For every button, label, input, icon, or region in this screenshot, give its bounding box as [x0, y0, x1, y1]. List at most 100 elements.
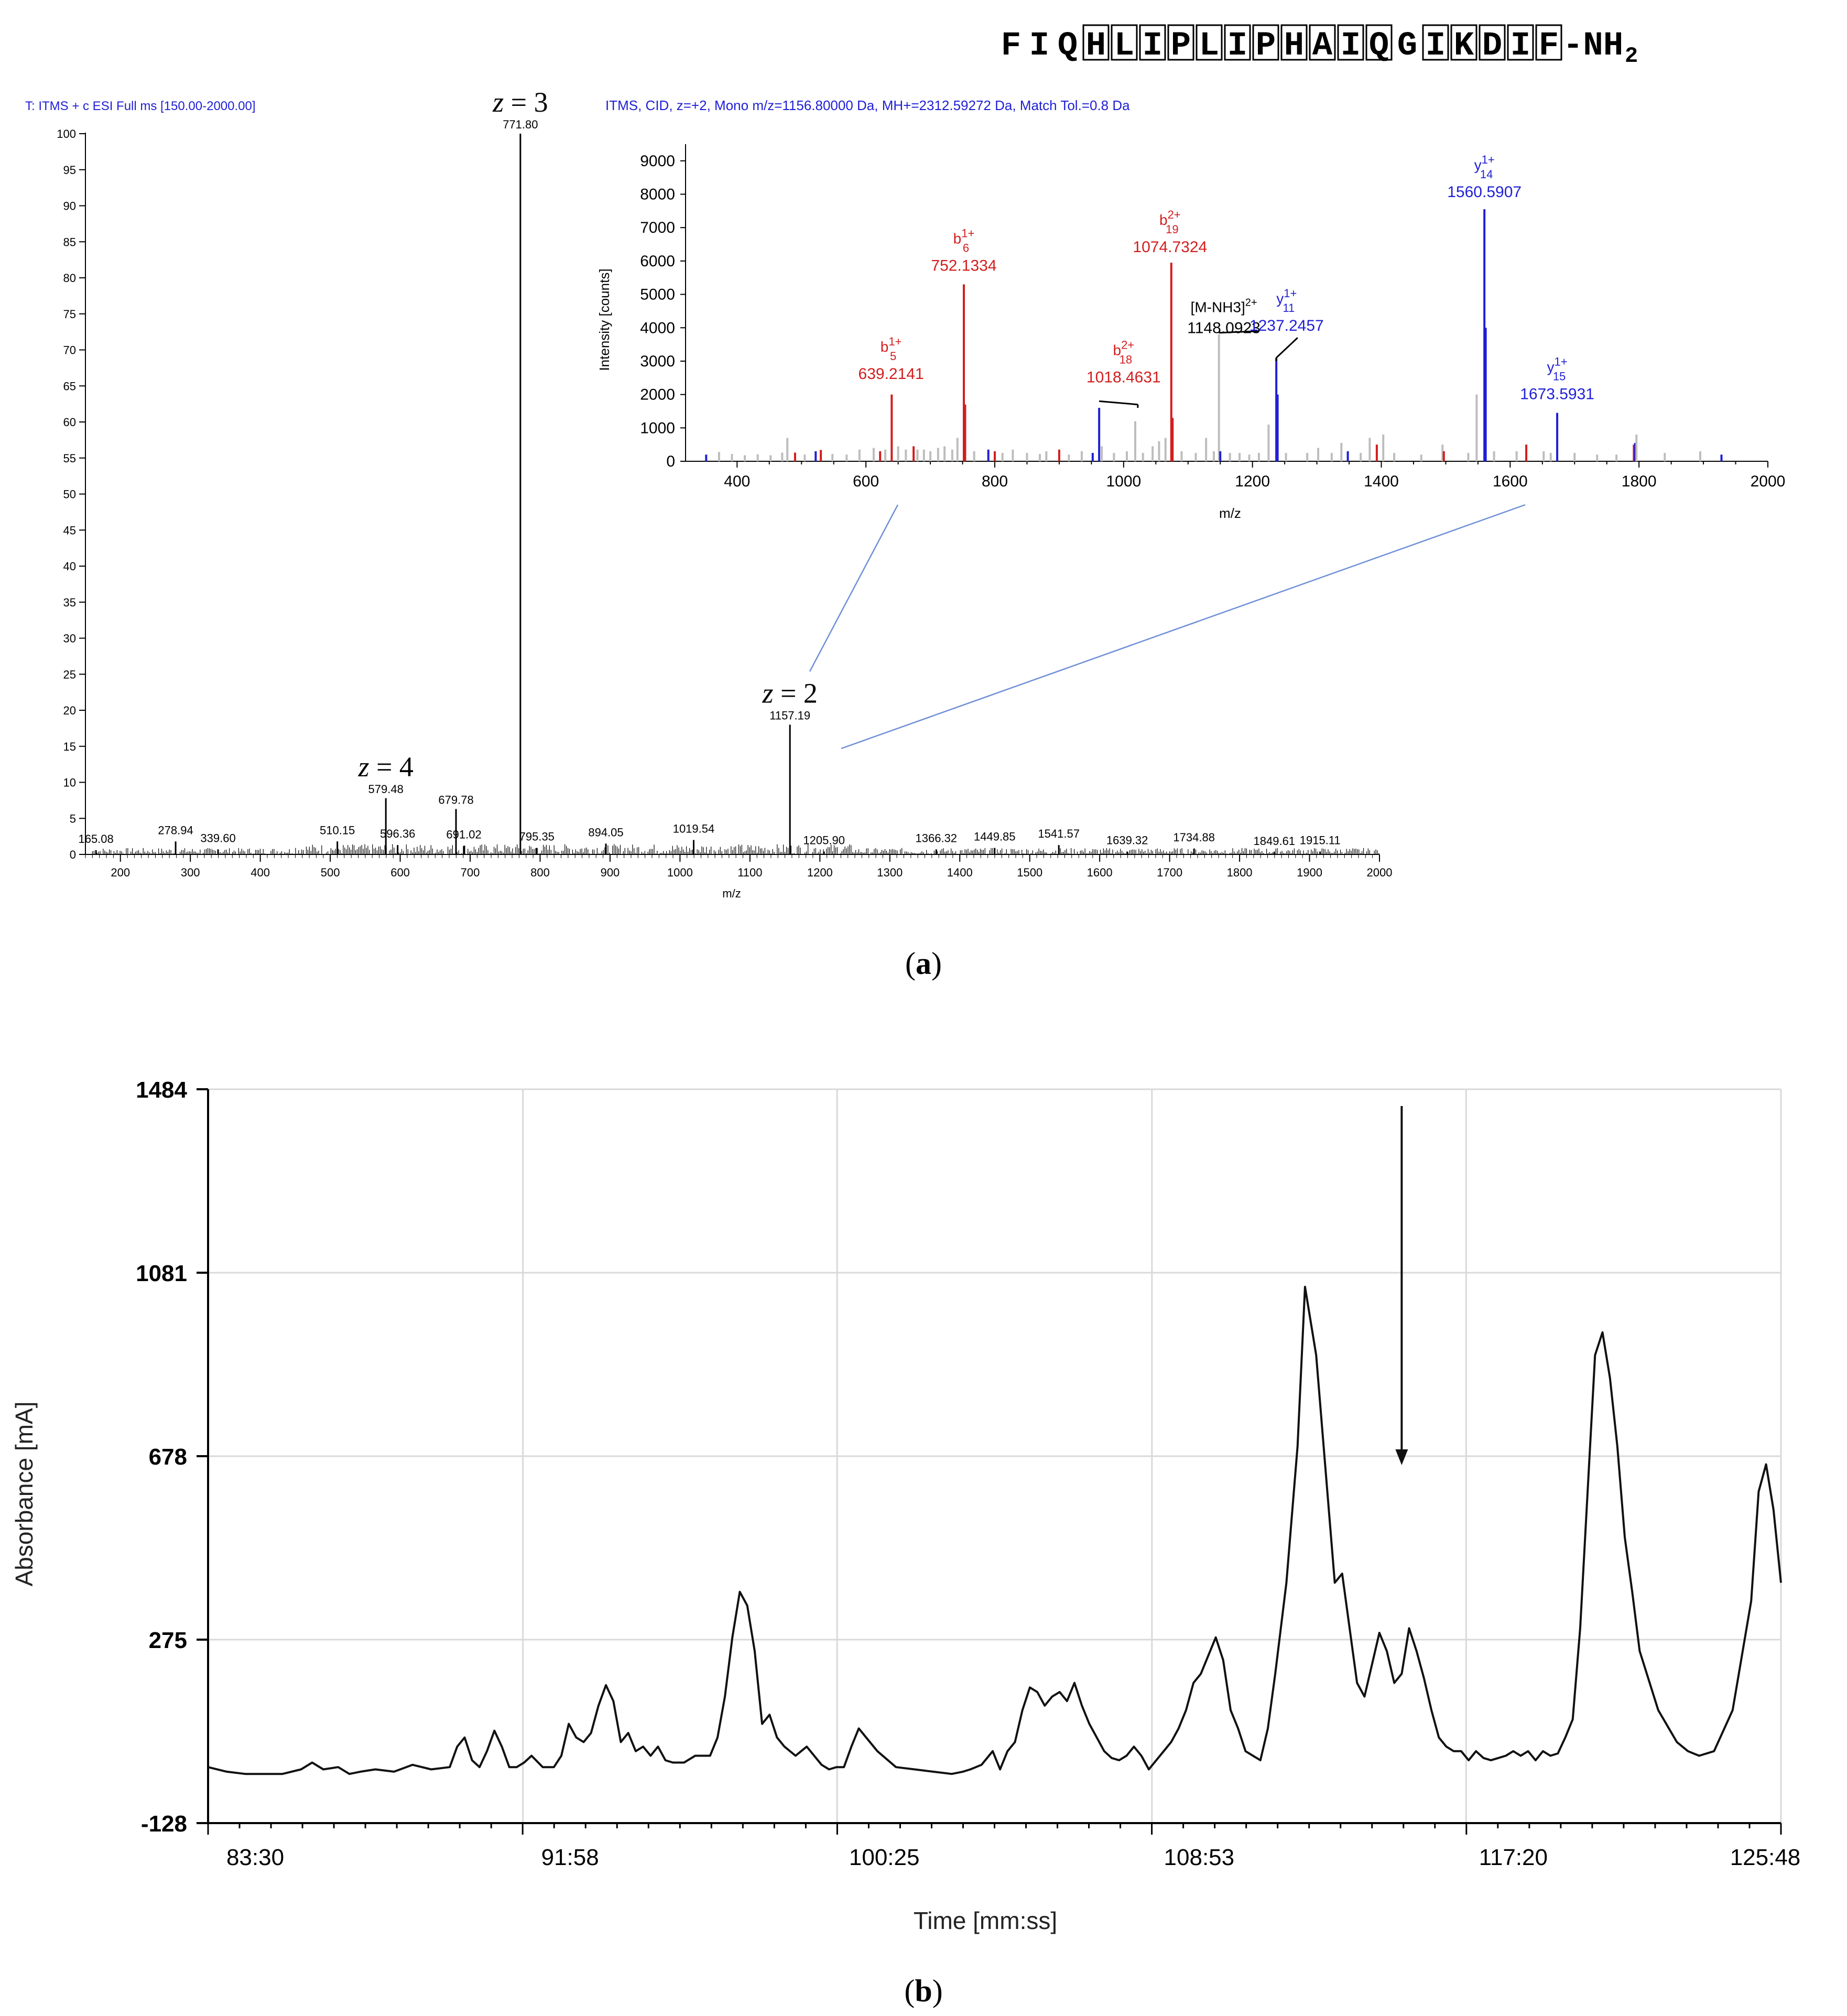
full-ms-y-tick-label: 40 — [63, 560, 76, 573]
cid-ion-symbol: y — [1547, 359, 1555, 375]
full-ms-peak-label: 1449.85 — [974, 830, 1016, 843]
cid-ion-name: y1+ 15 — [1547, 355, 1568, 383]
hplc-axes: -128 275 678 1081 1484 83:30 91:58 100:25 108:53… — [136, 1077, 1800, 1870]
hplc-peak-arrow — [1395, 1106, 1408, 1465]
full-ms-x-tick-label: 1500 — [1017, 866, 1042, 879]
peptide-residue-box — [1167, 24, 1194, 61]
hplc-x-tick-label: 100:25 — [849, 1845, 920, 1870]
full-ms-spectrum: T: ITMS + c ESI Full ms [150.00-2000.00]… — [25, 86, 1392, 900]
full-ms-y-tick-label: 15 — [63, 740, 76, 753]
full-ms-x-tick-label: 1900 — [1297, 866, 1322, 879]
cid-ion-index: 15 — [1553, 370, 1566, 383]
peptide-residue: H — [1284, 27, 1304, 65]
full-ms-x-tick-label: 800 — [530, 866, 550, 879]
charge-state-value: 2 — [803, 678, 818, 709]
cid-ion-leader — [1276, 337, 1298, 359]
peptide-sequence: F I Q H L I P L I P H A I Q G I K D I F -NH 2 — [1001, 24, 1638, 69]
full-ms-peak-label: 278.94 — [158, 823, 193, 837]
full-ms-x-tick-label: 500 — [321, 866, 340, 879]
hplc-trace — [208, 1285, 1782, 1775]
full-ms-y-tick-label: 10 — [63, 776, 76, 789]
peptide-residue: Q — [1369, 27, 1389, 65]
full-ms-peak-label: 1915.11 — [1300, 834, 1341, 847]
cid-ion-name: y1+ 14 — [1474, 153, 1495, 181]
full-ms-peak-label: 510.15 — [320, 823, 355, 837]
cid-ion-charge: 2+ — [1121, 339, 1134, 352]
peptide-residue-box — [1309, 24, 1336, 61]
full-ms-peak-label: 1205.90 — [803, 834, 845, 847]
cid-ion-charge: 1+ — [1482, 153, 1495, 166]
peptide-residue-box — [1365, 24, 1393, 61]
full-ms-x-tick-label: 1200 — [807, 866, 833, 879]
hplc-x-tick-label: 125:48 — [1730, 1845, 1801, 1870]
hplc-grid — [207, 1088, 1782, 1824]
full-ms-peak-label: 596.36 — [380, 827, 415, 840]
hplc-chromatogram: -128 275 678 1081 1484 83:30 91:58 100:25 108:53… — [10, 1077, 1800, 1934]
cid-ion-charge: 2+ — [1245, 297, 1257, 308]
full-ms-x-tick-label: 1000 — [667, 866, 693, 879]
cid-y-tick-label: 7000 — [640, 219, 675, 236]
peptide-residue-box — [1450, 24, 1477, 61]
cid-ion-symbol: b — [1113, 342, 1121, 359]
cid-ion-name: b2+ 18 — [1113, 339, 1134, 366]
full-ms-y-tick-label: 55 — [63, 452, 76, 465]
full-ms-peak-label: 795.35 — [519, 830, 555, 843]
full-ms-x-tick-label: 2000 — [1367, 866, 1393, 879]
cid-ion-mz: 639.2141 — [859, 365, 924, 383]
full-ms-x-tick-label: 400 — [251, 866, 270, 879]
full-ms-y-tick-label: 85 — [63, 235, 76, 248]
hplc-y-tick-label: 1484 — [136, 1077, 187, 1103]
cid-header: ITMS, CID, z=+2, Mono m/z=1156.80000 Da,… — [605, 97, 1130, 113]
full-ms-peak-label: 1849.61 — [1254, 834, 1296, 848]
full-ms-y-tick-label: 75 — [63, 308, 76, 321]
cid-ion-name: [M-NH3]2+ — [1191, 297, 1257, 315]
hplc-x-tick-label: 108:53 — [1164, 1845, 1235, 1870]
cid-ion-leader — [1099, 400, 1138, 406]
cid-x-tick-label: 800 — [982, 473, 1008, 490]
peptide-residue: A — [1312, 27, 1333, 65]
peptide-residue: I — [1341, 27, 1361, 65]
peptide-residue-box — [1196, 24, 1223, 61]
cid-msms-inset: ITMS, CID, z=+2, Mono m/z=1156.80000 Da,… — [596, 97, 1785, 521]
cid-ion-mz: 1018.4631 — [1087, 369, 1161, 386]
full-ms-y-tick-label: 90 — [63, 200, 76, 213]
cid-ion-symbol: y — [1474, 157, 1482, 173]
hplc-ylabel: Absorbance [mA] — [10, 1402, 38, 1587]
peptide-residue: F — [1539, 27, 1559, 65]
full-ms-y-tick-label: 80 — [63, 272, 76, 285]
cid-ion-charge: 1+ — [1284, 287, 1297, 300]
peptide-residue: I — [1426, 27, 1446, 65]
full-ms-x-tick-label: 1600 — [1087, 866, 1113, 879]
full-ms-y-tick-label: 60 — [63, 416, 76, 429]
peptide-residue: P — [1256, 27, 1276, 65]
cid-ion-symbol: b — [1159, 212, 1168, 228]
peptide-residue: K — [1454, 27, 1474, 65]
peptide-residue: F — [1001, 27, 1021, 65]
cid-x-tick-label: 1200 — [1235, 473, 1270, 490]
charge-state-label: z = 2 — [762, 678, 817, 709]
cid-ion-index: 11 — [1283, 301, 1295, 315]
peptide-residue-box — [1507, 24, 1534, 61]
cid-ion-index: 6 — [963, 241, 969, 254]
peptide-residue-box — [1139, 24, 1166, 61]
charge-state-equals: = — [773, 678, 803, 709]
full-ms-x-tick-label: 1700 — [1157, 866, 1182, 879]
full-ms-peak-label: 1541.57 — [1038, 827, 1080, 840]
full-ms-x-tick-label: 700 — [461, 866, 480, 879]
peptide-residue-box — [1479, 24, 1506, 61]
full-ms-peak-label: 165.08 — [78, 832, 113, 846]
hplc-x-tick-label: 91:58 — [541, 1845, 599, 1870]
peptide-suffix: -NH — [1563, 27, 1623, 65]
charge-state-value: 4 — [399, 751, 414, 783]
hplc-y-tick-label: 1081 — [136, 1261, 187, 1286]
cid-ion-charge: 1+ — [961, 226, 974, 240]
peptide-residue: I — [1029, 27, 1049, 65]
peptide-residue: D — [1482, 27, 1502, 65]
cid-y-tick-label: 1000 — [640, 419, 675, 437]
cid-ylabel: Intensity [counts] — [596, 268, 612, 371]
peptide-residue-box — [1337, 24, 1364, 61]
panel-label-b: (b) — [904, 1974, 942, 2008]
cid-ion-index: 19 — [1166, 223, 1178, 236]
